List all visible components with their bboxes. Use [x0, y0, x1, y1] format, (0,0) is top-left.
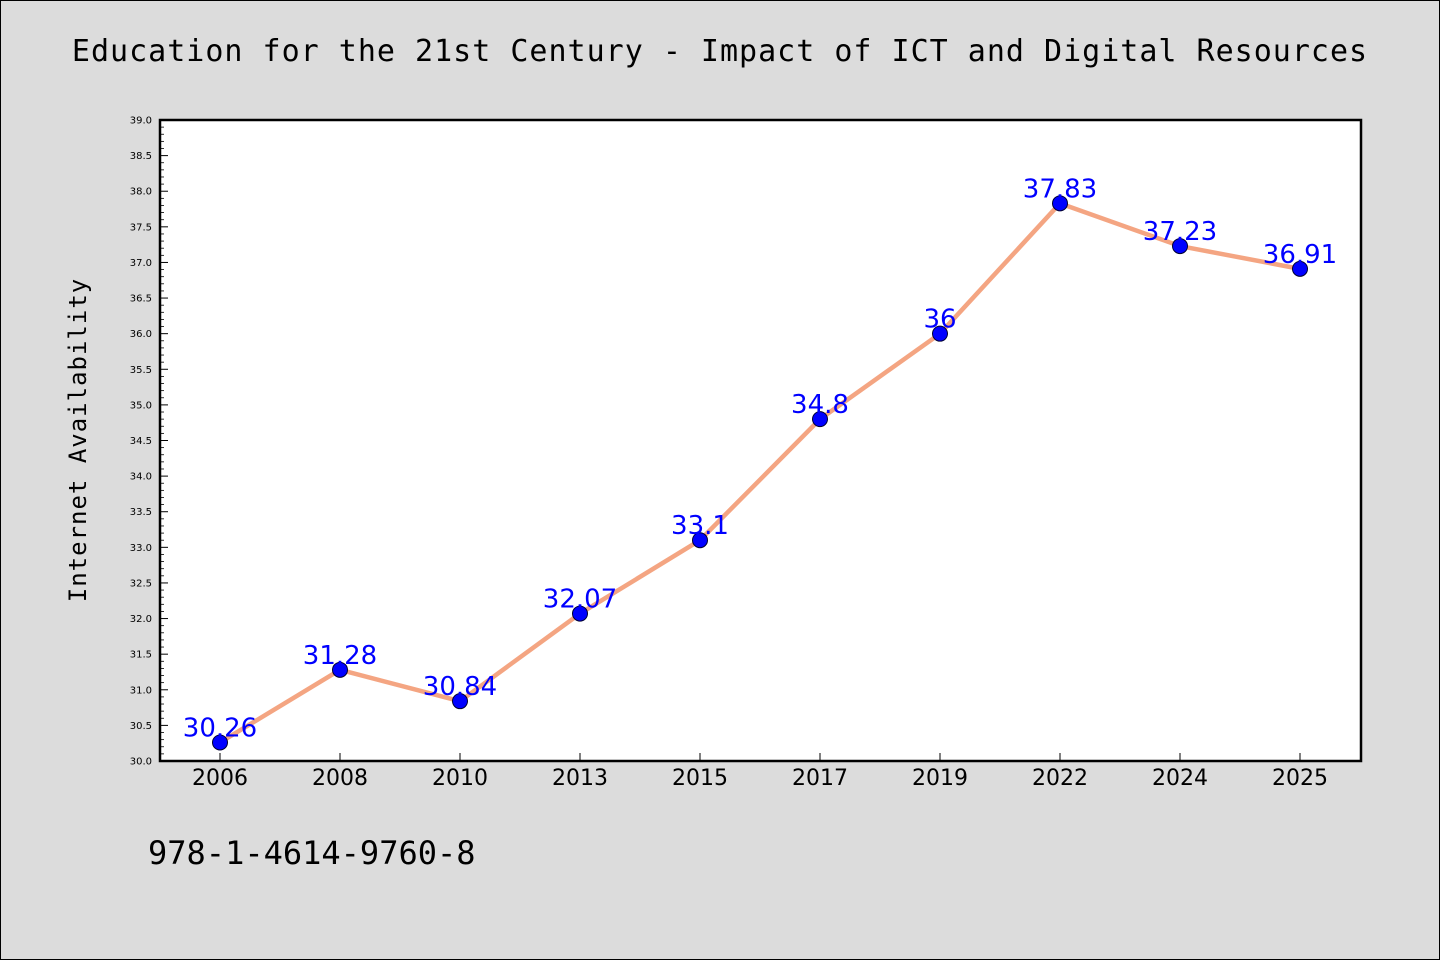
- isbn-text: 978-1-4614-9760-8: [148, 834, 476, 872]
- y-tick-label: 36.5: [130, 294, 152, 305]
- x-tick-label: 2024: [1152, 766, 1208, 791]
- y-tick-label: 31.5: [130, 650, 152, 661]
- plot-area: [158, 118, 1363, 763]
- y-axis-label: Internet Availability: [64, 278, 92, 602]
- x-tick-label: 2006: [192, 766, 248, 791]
- y-tick-label: 35.5: [130, 365, 152, 376]
- data-point: [1172, 238, 1188, 255]
- data-label: 31.28: [303, 641, 377, 671]
- y-tick-label: 33.5: [130, 507, 152, 518]
- x-tick-label: 2022: [1032, 766, 1088, 791]
- data-label: 36: [923, 305, 956, 335]
- y-tick-label: 31.0: [130, 685, 152, 696]
- data-point: [452, 693, 468, 710]
- data-point: [932, 325, 948, 342]
- data-label: 36.91: [1263, 240, 1337, 270]
- y-tick-label: 32.5: [130, 578, 152, 589]
- y-tick-label: 37.0: [130, 258, 152, 269]
- data-label: 37.23: [1143, 217, 1217, 247]
- data-label: 37.83: [1023, 174, 1097, 204]
- data-point: [332, 661, 348, 678]
- y-tick-label: 35.0: [130, 400, 152, 411]
- data-point: [1052, 195, 1068, 212]
- x-axis: 2006 2008 2010 2013 2015 2017 2019 2022 2024 2025: [192, 753, 1328, 791]
- x-tick-label: 2008: [312, 766, 368, 791]
- data-point: [212, 734, 228, 751]
- y-tick-label: 32.0: [130, 614, 152, 625]
- y-tick-label: 38.5: [130, 151, 152, 162]
- y-axis: 30.0 30.5 31.0 31.5 32.0 32.5 33.0 33.5 34.0 34.5…: [130, 116, 168, 768]
- x-tick-label: 2025: [1272, 766, 1328, 791]
- x-tick-label: 2013: [552, 766, 608, 791]
- x-tick-label: 2015: [672, 766, 728, 791]
- y-tick-label: 34.5: [130, 436, 152, 447]
- data-point: [1292, 260, 1308, 277]
- data-label: 30.84: [423, 672, 497, 702]
- series-markers: [212, 195, 1308, 751]
- data-point: [692, 532, 708, 549]
- y-tick-label: 30.0: [130, 757, 152, 768]
- y-tick-label: 37.5: [130, 222, 152, 233]
- data-point: [812, 411, 828, 428]
- y-tick-label: 36.0: [130, 329, 152, 340]
- data-label: 32.07: [543, 585, 617, 615]
- data-labels: 30.26 31.28 30.84 32.07 33.1 34.8 36 37.83 37.23…: [183, 174, 1337, 743]
- data-label: 30.26: [183, 713, 257, 743]
- y-tick-label: 38.0: [130, 187, 152, 198]
- y-tick-label: 34.0: [130, 472, 152, 483]
- y-tick-label: 30.5: [130, 721, 152, 732]
- y-tick-label: 39.0: [130, 116, 152, 127]
- y-tick-label: 33.0: [130, 543, 152, 554]
- x-tick-label: 2019: [912, 766, 968, 791]
- series-line: [217, 201, 1303, 745]
- data-point: [572, 605, 588, 622]
- data-label: 34.8: [791, 390, 849, 420]
- data-label: 33.1: [671, 511, 729, 541]
- x-tick-label: 2010: [432, 766, 488, 791]
- chart-title: Education for the 21st Century - Impact …: [71, 34, 1369, 69]
- x-tick-label: 2017: [792, 766, 848, 791]
